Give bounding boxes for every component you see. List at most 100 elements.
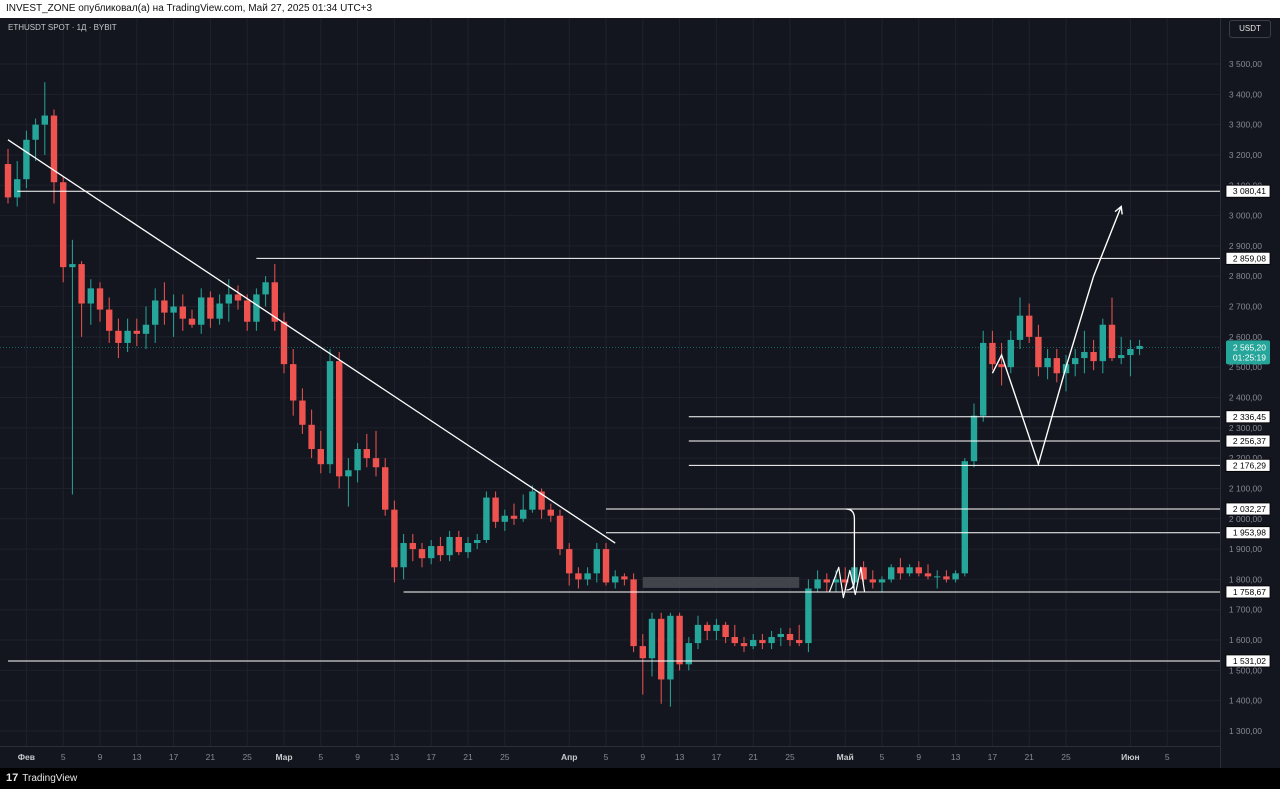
y-tick-label: 1 700,00 [1229,605,1262,615]
candle-body [648,618,656,659]
candle-body [621,576,628,580]
candle-body [520,509,527,519]
candle-body [501,515,508,522]
candle-body [630,579,637,647]
x-tick-label: 13 [951,752,961,762]
candle-body [363,449,370,459]
trend-line [7,139,616,544]
grid-layer [0,18,1220,746]
candle-body [1053,358,1060,374]
x-tick-label: 25 [500,752,510,762]
candle-body [961,461,968,574]
publish-info-bar: INVEST_ZONE опубликовал(а) на TradingVie… [0,0,1280,18]
candle-body [474,539,481,544]
candle-body [326,361,334,465]
y-tick-label: 1 300,00 [1229,726,1262,736]
candle-body [234,294,242,301]
zone-layer [642,576,800,588]
y-tick-label: 2 300,00 [1229,423,1262,433]
candle-body [280,321,288,365]
candle-body [225,294,232,304]
candle-body [796,640,803,644]
x-tick-label: Апр [561,752,577,762]
candle-body [888,567,895,580]
candle-body [69,264,76,268]
candle-body [575,573,582,580]
candle-body [96,288,104,310]
candle-body [308,424,315,450]
candle-body [41,115,48,125]
candle-body [60,182,67,268]
candle-body [786,633,794,641]
candle-body [860,567,867,580]
candle-body [345,470,352,477]
chart-frame[interactable]: 1 300,00 1 400,00 1 500,00 1 600,00 1 700,00… [0,18,1280,768]
candle-body [428,546,435,559]
candle-body [869,579,876,583]
candle-body [1099,324,1106,362]
footer-bar: 17 TradingView [0,768,1280,789]
footer-brand[interactable]: TradingView [22,773,78,784]
candle-body [336,361,343,477]
candle-body [188,318,196,325]
candle-body [602,549,610,583]
level-price-box [1225,458,1271,472]
candle-body [464,543,472,553]
x-tick-label: 9 [98,752,103,762]
y-tick-label: 1 500,00 [1229,665,1262,675]
candle-body [1127,348,1134,356]
axis-layer: 1 300,00 1 400,00 1 500,00 1 600,00 1 700,00… [0,18,1262,768]
symbol-label: ETHUSDT SPOT · 1Д · BYBIT [8,23,117,32]
y-tick-label: 2 200,00 [1229,453,1262,463]
candle-body [483,497,490,540]
candle-body [897,567,904,574]
candle-body [510,515,518,519]
y-tick-label: 3 200,00 [1229,150,1262,160]
x-tick-label: 21 [748,752,758,762]
y-tick-label: 2 800,00 [1229,271,1262,281]
candle-body [207,297,214,319]
candle-body [437,546,444,556]
candle-body [685,643,692,665]
level-price-box [1225,184,1271,198]
candle-body [4,164,12,198]
candle-body [382,467,389,510]
level-price-label: 2 336,45 [1233,412,1266,422]
candle-body [759,640,766,644]
level-price-box [1225,410,1271,424]
candle-body [823,579,830,583]
y-tick-label: 2 700,00 [1229,302,1262,312]
x-tick-label: 25 [242,752,252,762]
level-price-box [1225,502,1271,516]
currency-button[interactable]: USDT [1229,20,1271,38]
candle-body [538,491,545,510]
price-chart[interactable]: 1 300,00 1 400,00 1 500,00 1 600,00 1 700,00… [0,18,1280,768]
candle-body [750,640,757,647]
x-tick-label: 17 [988,752,998,762]
candle-body [124,330,131,343]
candle-body [455,536,462,553]
candle-body [878,579,886,583]
candle-body [152,300,159,325]
x-tick-label: Мар [275,752,292,762]
candle-body [115,330,122,343]
range-bracket [846,508,856,591]
candle-body [906,567,913,574]
x-tick-label: 21 [463,752,473,762]
x-tick-label: 9 [916,752,921,762]
candle-body [400,543,407,568]
candle-body [1044,358,1051,368]
candle-body [924,573,932,577]
candle-body [271,282,278,322]
x-tick-label: Фев [18,752,35,762]
candle-body [998,364,1005,368]
x-tick-label: 17 [426,752,436,762]
level-price-box [1225,585,1271,599]
candle-body [253,294,260,322]
tradingview-logo-icon[interactable]: 17 [6,772,19,784]
candle-body [1136,345,1143,349]
y-tick-label: 1 400,00 [1229,696,1262,706]
x-tick-label: 25 [1061,752,1071,762]
level-price-box [1225,526,1271,540]
candle-body [262,282,269,295]
